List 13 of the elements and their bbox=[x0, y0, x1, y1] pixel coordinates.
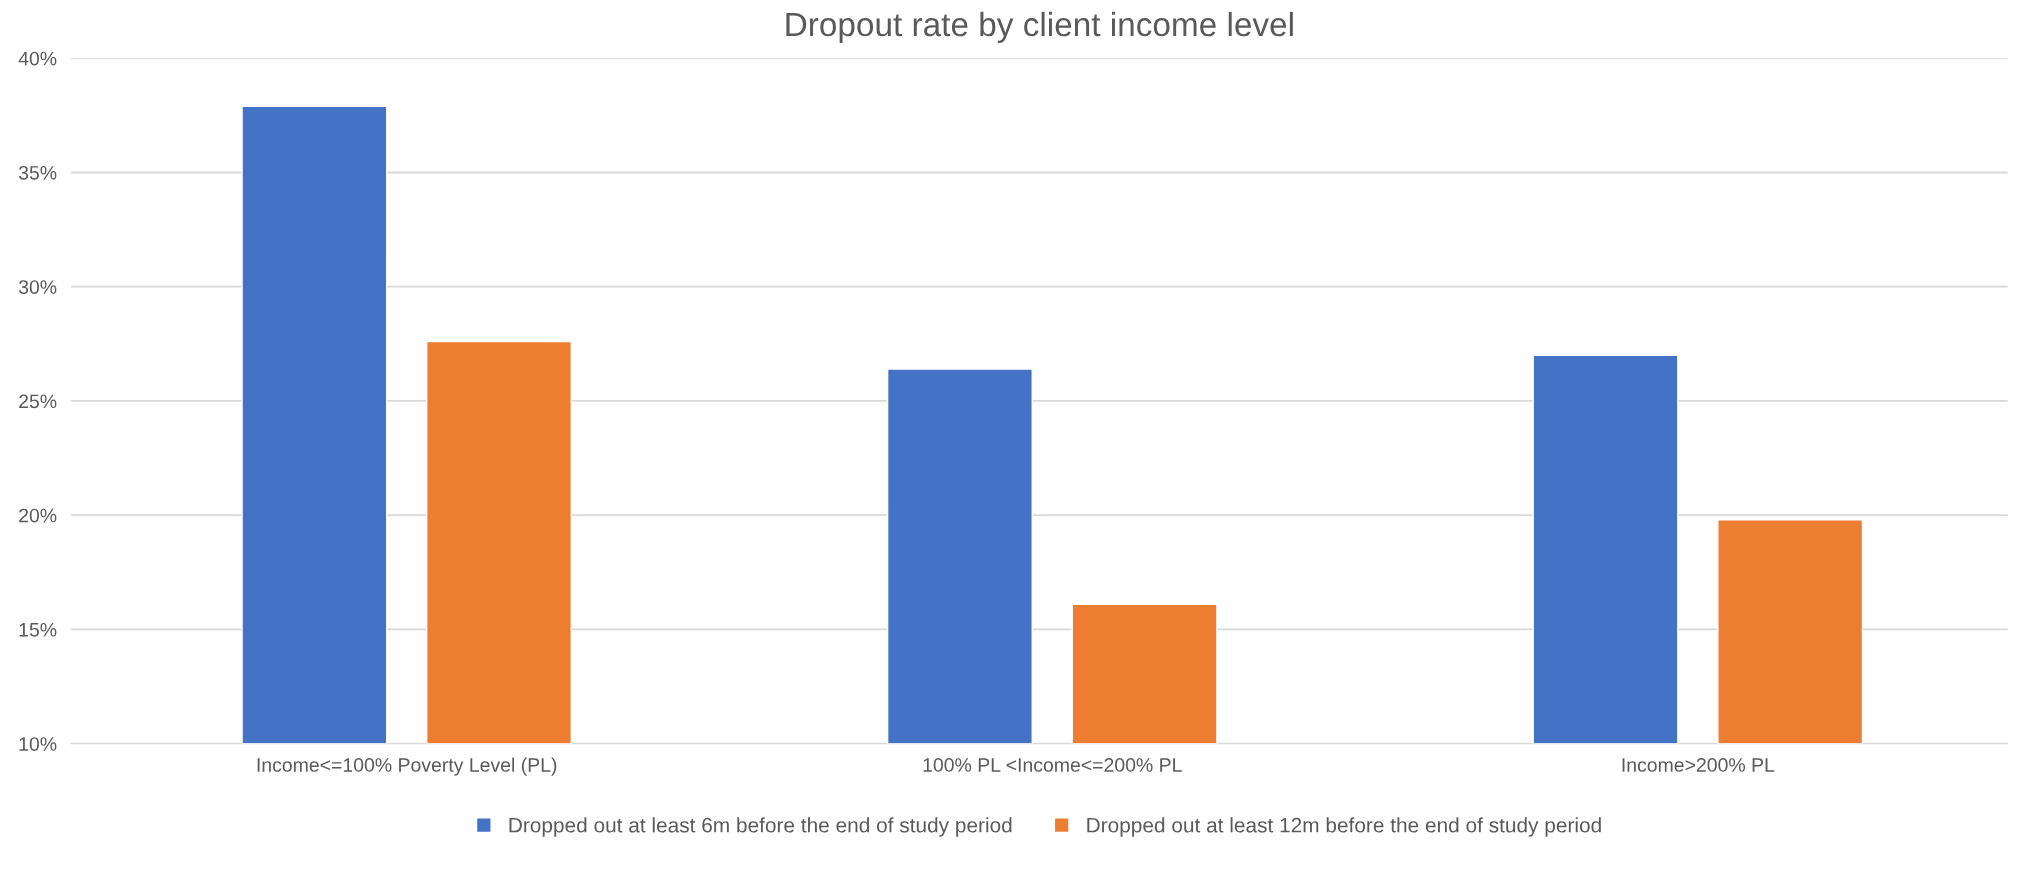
y-tick-label: 10% bbox=[19, 737, 57, 751]
y-tick-label: 40% bbox=[18, 51, 57, 66]
x-tick-label: Income>200% PL bbox=[1622, 758, 1775, 772]
x-tick-label: Income<=100% Poverty Level (PL) bbox=[257, 757, 557, 776]
legend-label: Dropped out at least 12m before the end of study period bbox=[1087, 817, 1601, 837]
y-tick-label: 20% bbox=[19, 508, 57, 523]
x-tick-label: 100% PL <Income<=200% PL bbox=[923, 758, 1182, 772]
y-tick-label: 30% bbox=[18, 280, 57, 294]
y-tick-label: 35% bbox=[18, 165, 57, 180]
y-tick-label: 25% bbox=[19, 394, 57, 409]
legend-label: Dropped out at least 6m before the end of study period bbox=[509, 817, 1012, 837]
chart-title: Dropout rate by client income level bbox=[786, 11, 1293, 43]
y-tick-label: 15% bbox=[19, 622, 57, 637]
